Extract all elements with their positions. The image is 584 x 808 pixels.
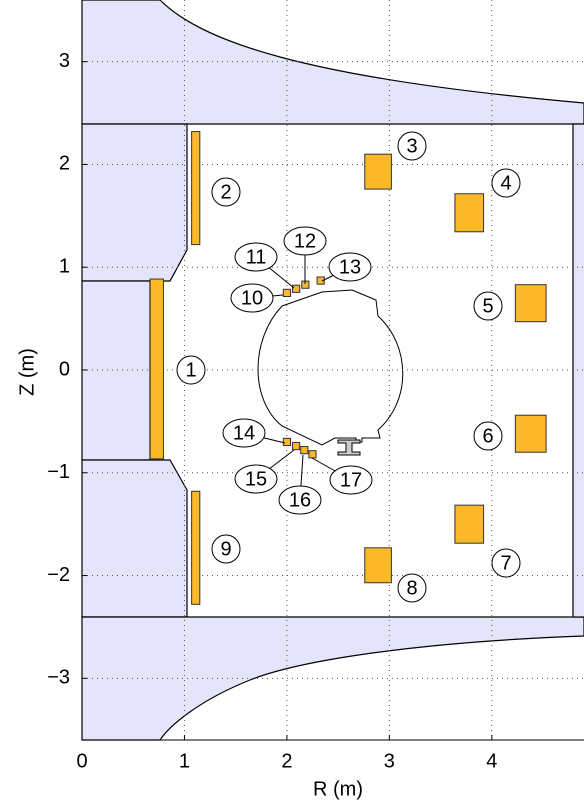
coil-label: 11 (246, 246, 267, 268)
label-badge (329, 465, 373, 495)
label-badge (491, 168, 521, 198)
label-badge (176, 355, 206, 385)
coil (454, 504, 485, 544)
coil (514, 414, 547, 453)
coil-label: 9 (220, 538, 231, 560)
label-badge (278, 485, 322, 515)
coil (282, 437, 291, 447)
coil (191, 490, 201, 605)
divertor (337, 439, 361, 456)
coil (292, 284, 301, 293)
y-tick-label: 1 (59, 256, 70, 278)
label-badge (211, 534, 241, 564)
label-badge (328, 252, 372, 282)
y-tick-label: 3 (59, 50, 70, 72)
label-badge (234, 242, 278, 272)
coil-label: 1 (185, 359, 196, 381)
label-badge (473, 421, 503, 451)
coil (292, 441, 301, 451)
coil-label: 7 (500, 552, 511, 574)
coil-label: 16 (289, 489, 311, 511)
x-tick-label: 0 (76, 750, 87, 772)
coil (282, 288, 291, 298)
plasma-boundary (257, 289, 404, 446)
coil-label: 17 (340, 469, 362, 491)
label-badge (397, 573, 427, 603)
coil (514, 284, 547, 323)
coil (191, 131, 201, 246)
coil (316, 276, 325, 285)
label-badge (211, 177, 241, 207)
coil (454, 193, 485, 233)
coil-label: 4 (500, 172, 511, 194)
label-badge (397, 131, 427, 161)
coils (149, 131, 547, 605)
lower-vessel (81, 616, 584, 741)
coil-label: 10 (241, 287, 263, 309)
y-tick-label: 0 (59, 358, 70, 380)
coil (364, 547, 392, 584)
coil-label: 2 (220, 181, 231, 203)
x-tick-label: 1 (179, 750, 190, 772)
x-axis-label: R (m) (313, 778, 363, 800)
coil-label: 14 (233, 422, 255, 444)
center-column (81, 280, 151, 461)
y-axis-label: Z (m) (16, 348, 38, 396)
coil (364, 153, 392, 190)
x-tick-label: 3 (384, 750, 395, 772)
x-tick-label: 4 (486, 750, 497, 772)
coil (308, 450, 317, 459)
coil-label: 5 (482, 295, 493, 317)
label-badge (473, 291, 503, 321)
upper-vessel (81, 0, 584, 125)
label-badge (283, 226, 327, 256)
lower-column (81, 459, 188, 618)
coil (149, 278, 164, 460)
coil (300, 446, 309, 455)
label-badge (491, 548, 521, 578)
y-tick-label: −1 (47, 461, 70, 483)
coil-label: 3 (406, 135, 417, 157)
coil-label: 12 (294, 230, 316, 252)
label-badge (230, 283, 274, 313)
coil-label: 8 (406, 577, 417, 599)
label-badge (222, 418, 266, 448)
coil-label: 13 (339, 256, 361, 278)
y-tick-label: 2 (59, 153, 70, 175)
x-tick-label: 2 (281, 750, 292, 772)
y-tick-label: −3 (47, 667, 70, 689)
y-tick-label: −2 (47, 564, 70, 586)
upper-column (81, 123, 188, 282)
coil-label: 15 (245, 468, 267, 490)
label-badge (234, 464, 278, 494)
vessel (81, 0, 584, 741)
coil-label: 6 (482, 425, 493, 447)
